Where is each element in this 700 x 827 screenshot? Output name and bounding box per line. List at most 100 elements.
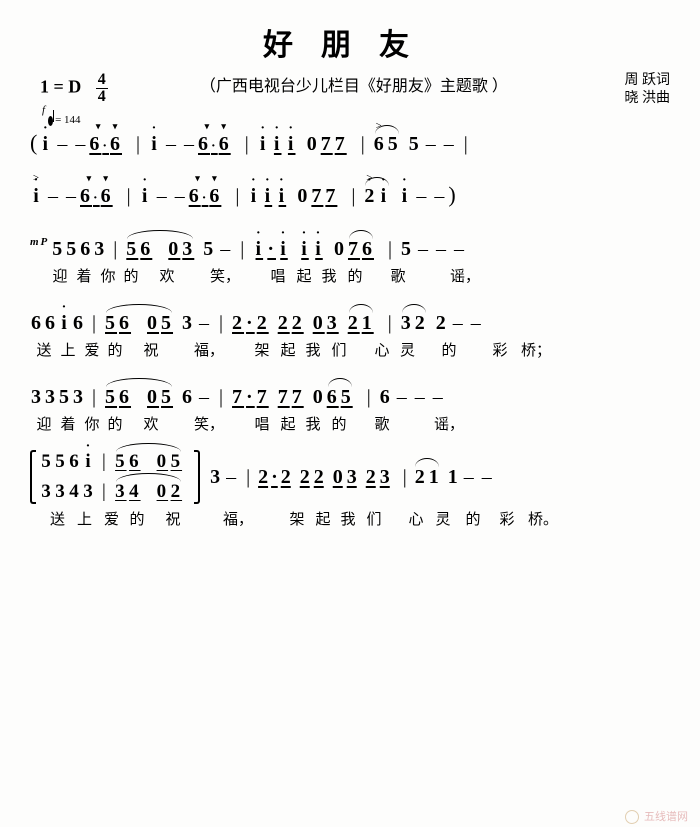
barline: | xyxy=(245,133,251,156)
lyric-char xyxy=(352,339,364,360)
note: 2 xyxy=(414,312,428,335)
note-group: 22 xyxy=(277,312,305,335)
dash: – xyxy=(433,386,443,409)
dynamic-mp: mP xyxy=(30,236,49,248)
dash: – xyxy=(397,386,407,409)
lyric-char: 着 xyxy=(56,413,80,434)
note: i xyxy=(39,133,53,156)
time-signature: 4 4 xyxy=(96,72,108,105)
note: 3 xyxy=(208,466,222,489)
barline: | xyxy=(136,133,142,156)
note: 5 xyxy=(387,133,401,156)
lyric-char xyxy=(400,413,414,434)
note: 3 xyxy=(181,312,195,335)
note: 6 xyxy=(89,133,109,156)
dash: – xyxy=(75,133,85,156)
note: 2 xyxy=(291,312,305,335)
time-bot: 4 xyxy=(96,89,108,105)
lyric-char: 起 xyxy=(311,508,335,529)
note-group: ii xyxy=(261,185,289,208)
tie-group: 65 xyxy=(373,133,401,156)
barline: | xyxy=(240,238,246,261)
note: 6 xyxy=(68,451,82,473)
lyric-char: 的 xyxy=(342,265,368,286)
note: 4 xyxy=(128,481,142,503)
note: 7 xyxy=(320,133,334,156)
dash: – xyxy=(416,185,426,208)
tie-group: 2i xyxy=(363,185,391,208)
composer: 晓 洪曲 xyxy=(600,90,670,108)
barline: | xyxy=(219,312,225,335)
paren: ( xyxy=(30,130,39,156)
note: 2 xyxy=(347,312,361,335)
dash: – xyxy=(464,466,474,489)
note: 2 xyxy=(364,466,378,489)
note: 6 xyxy=(373,133,387,156)
tempo-value: = 144 xyxy=(55,114,80,126)
bracket-left-icon xyxy=(30,450,36,504)
lyric-char xyxy=(248,265,264,286)
ending-block: 556i|56 05 3343|34 02 3–|2·2 22 03 23 |2… xyxy=(30,450,670,504)
lyric-char: 的 xyxy=(455,508,491,529)
dash: – xyxy=(157,185,167,208)
note: 3 xyxy=(40,481,54,503)
dash: – xyxy=(426,133,436,156)
note: 6 xyxy=(139,238,153,261)
lyric-char xyxy=(176,339,186,360)
lyric-char: 起 xyxy=(276,339,300,360)
note: 6 xyxy=(181,386,195,409)
lyric-char xyxy=(232,413,248,434)
bracket-right-icon xyxy=(194,450,200,504)
note: 1 xyxy=(446,466,460,489)
barline: | xyxy=(235,185,241,208)
note: i xyxy=(148,133,162,156)
lyric-char: 唱 xyxy=(248,413,276,434)
lyric-char: 心 xyxy=(364,339,400,360)
lyric-char: 我 xyxy=(300,413,326,434)
lyric-char: 彩 xyxy=(491,508,523,529)
lyric-char: 福， xyxy=(207,508,269,529)
note: 0 xyxy=(306,133,320,156)
note: 2 xyxy=(413,466,427,489)
note-group: 77 xyxy=(277,386,305,409)
note: 7 xyxy=(324,185,338,208)
lyric-char xyxy=(176,413,186,434)
lyric-char: 桥。 xyxy=(523,508,563,529)
note: 2 xyxy=(169,481,183,503)
lyric-char: 架 xyxy=(248,339,276,360)
verse-line: 66i6|56 05 3–|2·2 22 03 21 |32 2–– xyxy=(30,312,670,335)
note: 3 xyxy=(82,481,96,503)
lyric-char xyxy=(387,508,401,529)
note: 6 xyxy=(198,133,218,156)
watermark: 五线谱网 xyxy=(625,808,688,824)
note: i xyxy=(377,185,391,208)
note: i xyxy=(252,238,266,261)
tie-group: 21 xyxy=(413,466,441,489)
note: 5 xyxy=(125,238,139,261)
note: 6 xyxy=(379,386,393,409)
dash: – xyxy=(166,133,176,156)
note-group: 66 xyxy=(80,185,114,208)
note: 3 xyxy=(326,312,340,335)
note-group: ii xyxy=(298,238,326,261)
lyric-char: 着 xyxy=(72,265,96,286)
note-group: 2·2 xyxy=(256,466,293,489)
ending-after: 3–|2·2 22 03 23 |21 1–– xyxy=(208,466,496,489)
note-group: 2·2 xyxy=(231,312,270,335)
lyric-char: 笑， xyxy=(186,413,232,434)
note: i xyxy=(312,238,326,261)
lyric-char: 的 xyxy=(104,413,126,434)
note: 5 xyxy=(114,451,128,473)
note: 3 xyxy=(345,466,359,489)
note: 7 xyxy=(291,386,305,409)
note: 2 xyxy=(231,312,245,335)
note: 0 xyxy=(312,386,326,409)
lyricist: 周 跃词 xyxy=(600,72,670,90)
note-group: 66 xyxy=(198,133,232,156)
note: 6 xyxy=(118,312,132,335)
note: 0 xyxy=(155,481,169,503)
lyric-char: 上 xyxy=(56,339,80,360)
note: 5 xyxy=(51,238,65,261)
note: 6 xyxy=(44,312,58,335)
note: i xyxy=(398,185,412,208)
